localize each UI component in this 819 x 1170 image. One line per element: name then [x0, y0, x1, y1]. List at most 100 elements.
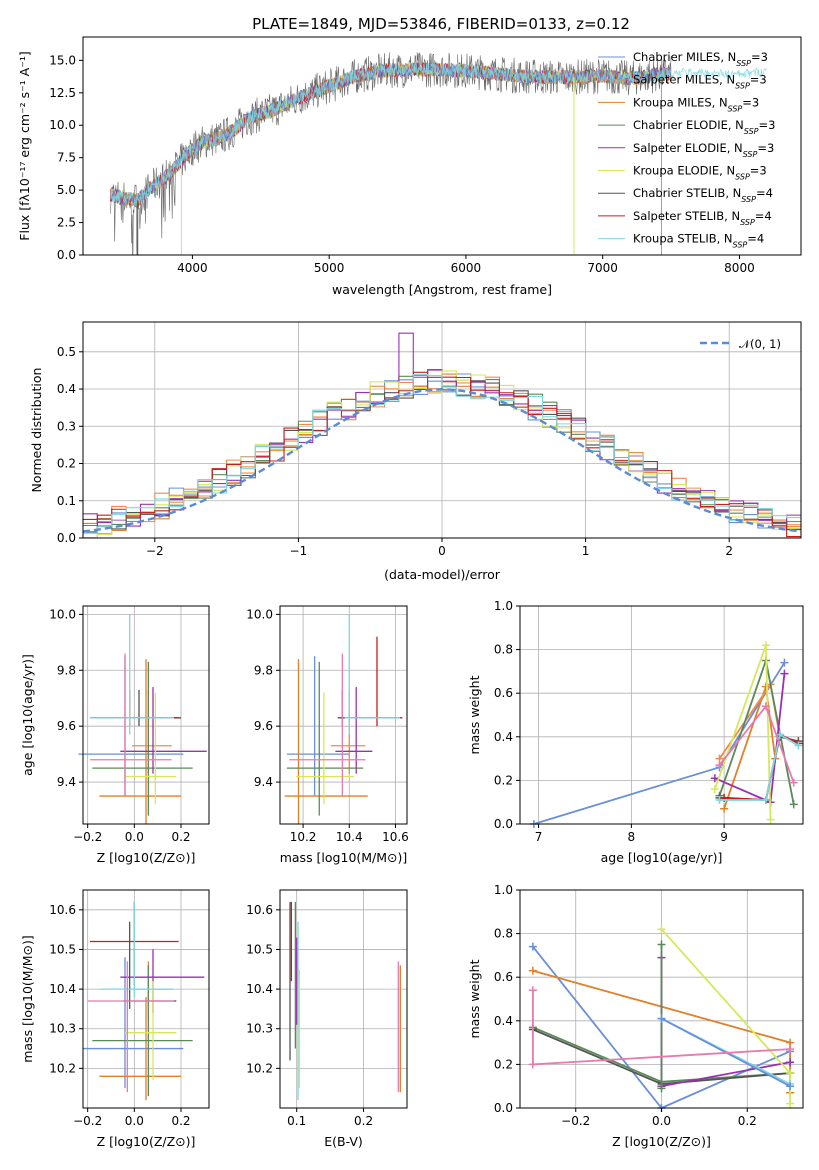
weight-vs-age-panel: 7 8 9 0.0 0.2 0.4 0.6 0.8 1.0 age [log10(age/yr)]…: [467, 599, 804, 865]
weight-marker: [766, 815, 775, 824]
plot-frame: [82, 605, 210, 825]
y-tick-label: 0.6: [494, 686, 513, 700]
y-tick-label: 10.0: [49, 607, 76, 621]
x-tick-label: 0: [438, 544, 446, 558]
hist-steps: [83, 332, 801, 538]
legend-text: =4: [747, 232, 764, 246]
legend-entry: Chabrier ELODIE, NSSP=3: [633, 118, 775, 136]
y-tick-label: 9.6: [254, 719, 273, 733]
x-tick-label: −0.2: [73, 1114, 102, 1128]
plot-background: [280, 606, 407, 824]
legend-text: Kroupa ELODIE, N: [633, 164, 735, 178]
legend-entry: Salpeter MILES, NSSP=3: [633, 73, 767, 91]
y-axis-label: mass [log10(M/M⊙)]: [20, 935, 35, 1063]
x-tick-label: 5000: [314, 261, 345, 275]
legend-text: =3: [750, 73, 767, 87]
weight-marker: [715, 761, 724, 770]
y-axis-label: mass weight: [467, 959, 482, 1038]
x-tick-label: 10.2: [290, 830, 317, 844]
legend-subscript: SSP: [741, 195, 756, 204]
weight-marker: [786, 1045, 795, 1054]
weight-marker: [657, 940, 666, 949]
weight-marker: [786, 1082, 795, 1091]
spectrum-panel: 4000 5000 6000 7000 8000 0.0 2.5 5.0 7.5 10.0 12.5…: [17, 36, 802, 297]
legend-subscript: SSP: [735, 81, 750, 90]
x-tick-label: −0.2: [73, 830, 102, 844]
y-tick-label: 10.6: [246, 903, 273, 917]
x-tick-label: 7000: [587, 261, 618, 275]
x-tick-label: 9: [720, 830, 728, 844]
errorbar-points: [78, 614, 207, 824]
weight-marker: [794, 741, 803, 750]
legend-subscript: SSP: [736, 59, 751, 68]
y-tick-label: 9.4: [57, 775, 76, 789]
legend-entry: Chabrier MILES, NSSP=3: [633, 50, 768, 68]
y-tick-label: 0.5: [57, 345, 76, 359]
y-tick-label: 0.8: [494, 643, 513, 657]
legend-subscript: SSP: [728, 104, 743, 113]
legend-text: Chabrier STELIB, N: [633, 186, 741, 200]
y-tick-label: 10.4: [246, 982, 273, 996]
y-tick-label: 0.6: [494, 970, 513, 984]
y-tick-label: 0.2: [494, 773, 513, 787]
x-tick-label: 4000: [177, 261, 208, 275]
y-tick-label: 15.0: [49, 53, 76, 67]
legend-text: Kroupa MILES, N: [633, 95, 728, 109]
legend-entry: Kroupa ELODIE, NSSP=3: [633, 164, 767, 182]
x-tick-label: 0.2: [171, 830, 190, 844]
legend-text: Salpeter ELODIE, N: [633, 141, 743, 155]
weight-marker: [780, 658, 789, 667]
plot-frame: [82, 889, 210, 1109]
y-tick-label: 1.0: [494, 883, 513, 897]
x-tick-label: −1: [290, 544, 308, 558]
legend-text: =3: [759, 118, 776, 132]
x-tick-label: 1: [582, 544, 590, 558]
y-tick-label: 0.0: [57, 531, 76, 545]
y-tick-label: 0.0: [494, 817, 513, 831]
y-tick-label: 10.3: [49, 1022, 76, 1036]
y-tick-label: 10.5: [246, 942, 273, 956]
plot-frame: [279, 605, 408, 825]
y-tick-label: 10.3: [246, 1022, 273, 1036]
mass-vs-metallicity-panel: −0.2 0.0 0.2 10.2 10.3 10.4 10.5 10.6 Z [log10(Z…: [20, 889, 210, 1149]
mass-vs-ebv-panel: 0.1 0.2 10.2 10.3 10.4 10.5 10.6 E(B-V): [246, 889, 408, 1149]
weight-marker: [710, 785, 719, 794]
legend-subscript: SSP: [733, 240, 748, 249]
weight-marker: [789, 800, 798, 809]
x-tick-label: 0.0: [652, 1114, 671, 1128]
plot-frame: [519, 605, 804, 825]
x-axis-label: age [log10(age/yr)]: [601, 850, 723, 865]
y-tick-label: 0.0: [494, 1101, 513, 1115]
weight-marker: [528, 986, 537, 995]
figure-title: PLATE=1849, MJD=53846, FIBERID=0133, z=0…: [252, 15, 630, 33]
x-tick-label: 6000: [451, 261, 482, 275]
errorbar-points: [289, 901, 401, 1101]
y-axis-label: Normed distribution: [29, 368, 44, 493]
spectrum-legend: Chabrier MILES, NSSP=3 Salpeter MILES, NS…: [598, 50, 775, 249]
x-tick-label: 0.2: [738, 1114, 757, 1128]
weight-series-kroupa_stelib: [719, 733, 799, 801]
weight-marker: [657, 925, 666, 934]
x-tick-label: 0.2: [171, 1114, 190, 1128]
age-vs-mass-panel: 10.2 10.4 10.6 9.4 9.6 9.8 10.0 mass [log10(M/M…: [246, 605, 409, 865]
weight-lines: [529, 641, 803, 828]
y-tick-label: 7.5: [57, 151, 76, 165]
plot-frame: [279, 889, 408, 1109]
y-tick-label: 0.4: [494, 730, 513, 744]
gaussian-curve: [83, 388, 801, 533]
y-tick-label: 0.3: [57, 419, 76, 433]
x-tick-label: 7: [535, 830, 543, 844]
y-tick-label: 9.4: [254, 775, 273, 789]
x-axis-label: Z [log10(Z/Z⊙)]: [97, 850, 196, 865]
y-tick-label: 10.4: [49, 982, 76, 996]
legend-entry: 𝒩(0, 1): [739, 337, 781, 351]
y-tick-label: 0.1: [57, 494, 76, 508]
legend-subscript: SSP: [740, 217, 755, 226]
weight-marker: [528, 966, 537, 975]
y-axis-label: Flux [fλ10⁻¹⁷ erg cm⁻² s⁻¹ A⁻¹]: [17, 51, 32, 240]
legend-entry: Chabrier STELIB, NSSP=4: [633, 186, 773, 204]
legend-text: Salpeter STELIB, N: [633, 209, 740, 223]
x-tick-label: 0.0: [125, 1114, 144, 1128]
legend-entry: Kroupa STELIB, NSSP=4: [633, 232, 764, 250]
y-tick-label: 10.5: [49, 942, 76, 956]
